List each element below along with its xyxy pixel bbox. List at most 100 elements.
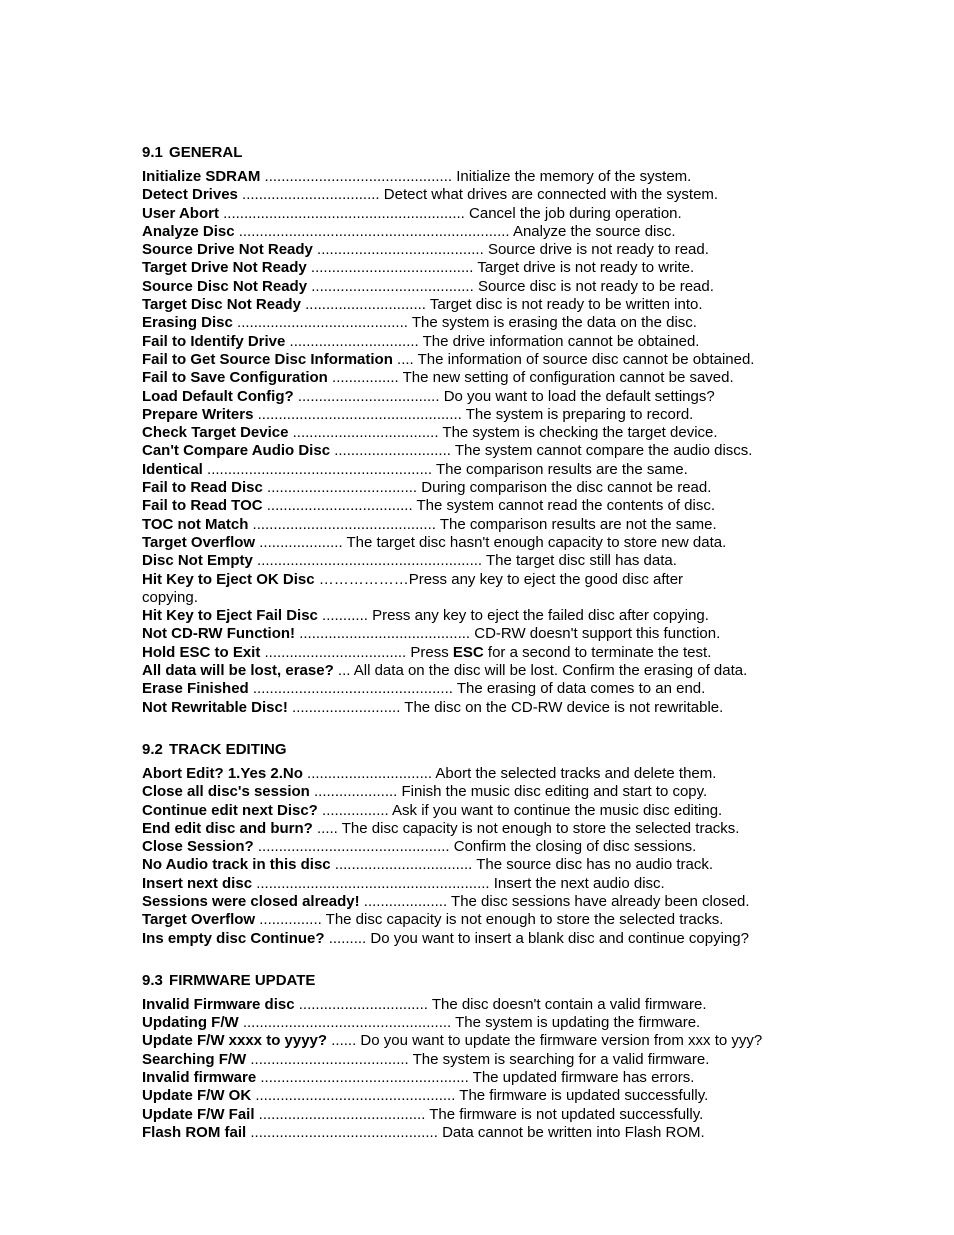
term-label: Fail to Save Configuration	[142, 369, 328, 386]
definition-item: Fail to Identify Drive .................…	[142, 333, 812, 351]
term-description: Insert the next audio disc.	[494, 875, 665, 892]
term-label: Update F/W xxxx to yyyy?	[142, 1032, 327, 1049]
term-description-continued: copying.	[142, 589, 812, 607]
term-description: The target disc still has data.	[486, 552, 677, 569]
leader-dots: ................	[318, 802, 392, 819]
leader-dots: ........................................…	[239, 1014, 455, 1031]
leader-dots: ........................................…	[260, 168, 456, 185]
definition-item: All data will be lost, erase? ... All da…	[142, 662, 812, 680]
term-label: TOC not Match	[142, 516, 248, 533]
term-description: The target disc hasn't enough capacity t…	[347, 534, 727, 551]
term-label: Disc Not Empty	[142, 552, 253, 569]
section-title: TRACK EDITING	[165, 741, 287, 758]
leader-dots: ........................................…	[203, 461, 436, 478]
leader-dots: ........................................…	[254, 838, 454, 855]
term-description: Source drive is not ready to read.	[488, 241, 709, 258]
term-label: Can't Compare Audio Disc	[142, 442, 330, 459]
term-description: The information of source disc cannot be…	[418, 351, 755, 368]
definition-item: Update F/W OK ..........................…	[142, 1087, 812, 1105]
leader-dots: ........................................…	[248, 516, 439, 533]
leader-dots: ........................................…	[246, 1124, 442, 1141]
term-label: Fail to Identify Drive	[142, 333, 285, 350]
term-label: Identical	[142, 461, 203, 478]
leader-dots: ...............................	[285, 333, 422, 350]
term-label: Ins empty disc Continue?	[142, 930, 329, 947]
leader-dots: ....................................	[263, 479, 421, 496]
term-description: The system is erasing the data on the di…	[412, 314, 697, 331]
term-label: Source Drive Not Ready	[142, 241, 313, 258]
term-description: The firmware is not updated successfully…	[429, 1106, 703, 1123]
term-description: Target disc is not ready to be written i…	[430, 296, 703, 313]
definition-item: Hit Key to Eject Fail Disc ........... P…	[142, 607, 812, 625]
leader-dots: ........................................…	[251, 1087, 459, 1104]
term-label: Hit Key to Eject OK Disc	[142, 571, 315, 588]
leader-dots: ....................	[255, 534, 346, 551]
term-label: Update F/W OK	[142, 1087, 251, 1104]
leader-dots: ........................................…	[295, 625, 474, 642]
term-description: The firmware is updated successfully.	[459, 1087, 708, 1104]
term-description: The disc on the CD-RW device is not rewr…	[404, 699, 723, 716]
term-label: All data will be lost, erase?	[142, 662, 334, 679]
term-label: Hold ESC to Exit	[142, 644, 260, 661]
term-description: The disc doesn't contain a valid firmwar…	[432, 996, 707, 1013]
leader-dots: ..................................	[260, 644, 410, 661]
definition-item: Can't Compare Audio Disc ...............…	[142, 442, 812, 460]
definition-item: Close all disc's session ...............…	[142, 783, 812, 801]
term-description: Initialize the memory of the system.	[456, 168, 691, 185]
term-label: Not Rewritable Disc!	[142, 699, 288, 716]
term-label: Update F/W Fail	[142, 1106, 255, 1123]
term-label: Detect Drives	[142, 186, 238, 203]
definition-item: Invalid Firmware disc ..................…	[142, 996, 812, 1014]
term-label: End edit disc and burn?	[142, 820, 313, 837]
term-label: Erase Finished	[142, 680, 249, 697]
term-description: The system is preparing to record.	[466, 406, 694, 423]
definition-item: Hold ESC to Exit .......................…	[142, 644, 812, 662]
leader-dots: .......................................	[307, 278, 478, 295]
definition-item: Ins empty disc Continue? ......... Do yo…	[142, 930, 812, 948]
leader-dots: .......................................	[307, 259, 478, 276]
term-description: The comparison results are not the same.	[440, 516, 717, 533]
term-description: The system cannot compare the audio disc…	[455, 442, 753, 459]
definition-item: Fail to Get Source Disc Information ....…	[142, 351, 812, 369]
leader-dots: ........................................…	[219, 205, 469, 222]
term-label: Target Disc Not Ready	[142, 296, 301, 313]
definition-item: Target Disc Not Ready ..................…	[142, 296, 812, 314]
definition-item: Close Session? .........................…	[142, 838, 812, 856]
leader-dots: .............................	[301, 296, 430, 313]
section-heading: 9.2 TRACK EDITING	[142, 741, 812, 759]
term-description: The system is checking the target device…	[442, 424, 717, 441]
definition-item: Fail to Read Disc ......................…	[142, 479, 812, 497]
definition-item: Not Rewritable Disc! ...................…	[142, 699, 812, 717]
term-description: The disc sessions have already been clos…	[451, 893, 750, 910]
term-description: Finish the music disc editing and start …	[402, 783, 708, 800]
definition-item: Not CD-RW Function! ....................…	[142, 625, 812, 643]
definition-item: Disc Not Empty .........................…	[142, 552, 812, 570]
term-description: CD-RW doesn't support this function.	[474, 625, 720, 642]
leader-dots: ...................................	[288, 424, 442, 441]
section-number: 9.2	[142, 741, 163, 759]
term-description: All data on the disc will be lost. Confi…	[354, 662, 748, 679]
term-description: Source disc is not ready to be read.	[478, 278, 714, 295]
term-label: Invalid Firmware disc	[142, 996, 295, 1013]
leader-dots: ........................................…	[253, 552, 486, 569]
definition-item: Target Overflow .................... The…	[142, 534, 812, 552]
term-description: for a second to terminate the test.	[484, 644, 712, 661]
definition-item: Insert next disc .......................…	[142, 875, 812, 893]
term-label: Target Overflow	[142, 911, 255, 928]
term-description: Press any key to eject the failed disc a…	[372, 607, 709, 624]
document-page: 9.1 GENERALInitialize SDRAM ............…	[0, 0, 954, 1235]
definition-item: Erase Finished .........................…	[142, 680, 812, 698]
leader-dots: .................................	[331, 856, 477, 873]
definition-item: Identical ..............................…	[142, 461, 812, 479]
leader-dots: ........................................…	[249, 680, 457, 697]
definition-item: End edit disc and burn? ..... The disc c…	[142, 820, 812, 838]
term-description-keyword: ESC	[453, 644, 484, 661]
term-label: Fail to Read TOC	[142, 497, 263, 514]
leader-dots: ...............	[255, 911, 326, 928]
term-description: Detect what drives are connected with th…	[384, 186, 718, 203]
section-heading: 9.1 GENERAL	[142, 144, 812, 162]
definition-item: User Abort .............................…	[142, 205, 812, 223]
definition-item: Load Default Config? ...................…	[142, 388, 812, 406]
term-label: Target Overflow	[142, 534, 255, 551]
leader-dots: ........................................…	[256, 1069, 472, 1086]
